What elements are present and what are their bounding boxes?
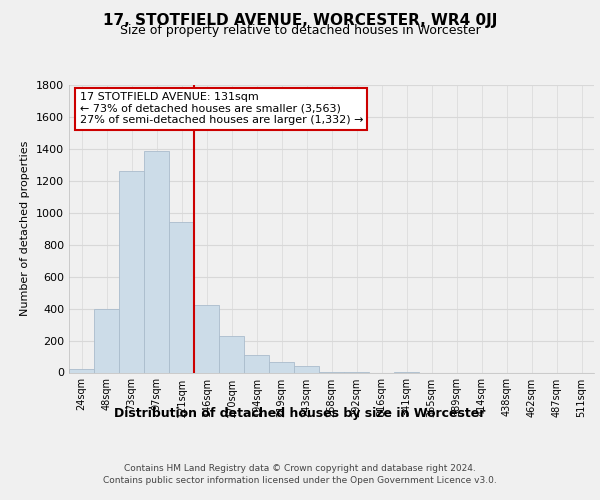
Bar: [119, 171, 144, 372]
Bar: [69, 368, 94, 372]
Y-axis label: Number of detached properties: Number of detached properties: [20, 141, 31, 316]
Bar: [294, 366, 319, 372]
Text: 17, STOTFIELD AVENUE, WORCESTER, WR4 0JJ: 17, STOTFIELD AVENUE, WORCESTER, WR4 0JJ: [103, 12, 497, 28]
Bar: [269, 362, 294, 372]
Text: Size of property relative to detached houses in Worcester: Size of property relative to detached ho…: [119, 24, 481, 37]
Text: Contains public sector information licensed under the Open Government Licence v3: Contains public sector information licen…: [103, 476, 497, 485]
Bar: [144, 152, 169, 372]
Bar: [94, 310, 119, 372]
Text: 17 STOTFIELD AVENUE: 131sqm
← 73% of detached houses are smaller (3,563)
27% of : 17 STOTFIELD AVENUE: 131sqm ← 73% of det…: [79, 92, 363, 126]
Text: Contains HM Land Registry data © Crown copyright and database right 2024.: Contains HM Land Registry data © Crown c…: [124, 464, 476, 473]
Bar: [219, 336, 244, 372]
Bar: [244, 355, 269, 372]
Bar: [194, 304, 219, 372]
Bar: [169, 222, 194, 372]
Text: Distribution of detached houses by size in Worcester: Distribution of detached houses by size …: [115, 408, 485, 420]
